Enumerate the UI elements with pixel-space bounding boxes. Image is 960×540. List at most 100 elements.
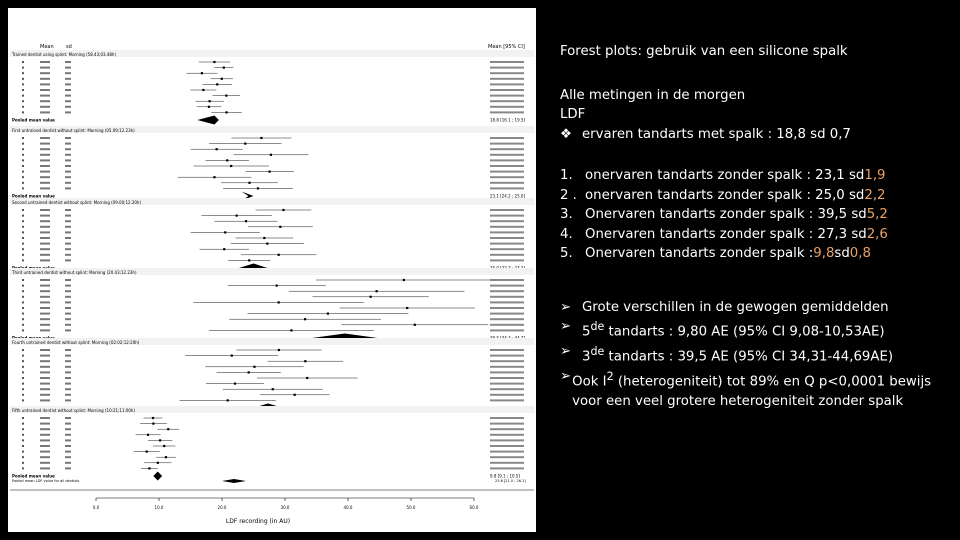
conclusion-text: Grote verschillen in de gewogen gemiddel… bbox=[582, 299, 889, 315]
conclusion-list: ➢ Grote verschillen in de gewogen gemidd… bbox=[560, 298, 955, 412]
study-ci-mark bbox=[490, 148, 524, 151]
study-point bbox=[253, 365, 256, 368]
x-tick-label: 0.0 bbox=[93, 505, 100, 510]
study-point bbox=[244, 220, 248, 223]
study-id-mark bbox=[22, 176, 24, 179]
study-mean-mark bbox=[40, 225, 50, 228]
study-id-mark bbox=[22, 253, 24, 256]
study-sd-mark bbox=[65, 142, 71, 145]
study-id-mark bbox=[22, 111, 24, 114]
study-id-mark bbox=[22, 439, 24, 442]
pooled-value: 18.8 [16.1 ; 19.5] bbox=[490, 118, 525, 123]
plot-group: Trained dentist using splint: Morning (5… bbox=[10, 50, 534, 125]
conclusion-item: ➢ Grote verschillen in de gewogen gemidd… bbox=[560, 298, 955, 318]
item-sd: 0,8 bbox=[849, 246, 871, 261]
study-point bbox=[216, 83, 219, 86]
group-header-band bbox=[10, 268, 534, 275]
study-ci-mark bbox=[490, 225, 524, 228]
study-mean-mark bbox=[40, 220, 50, 223]
study-ci-mark bbox=[490, 354, 524, 357]
study-mean-mark bbox=[40, 377, 50, 379]
study-point bbox=[156, 461, 159, 464]
study-point bbox=[213, 176, 216, 179]
item-text: onervaren tandarts zonder spalk : 23,1 s… bbox=[585, 168, 865, 183]
study-mean-mark bbox=[40, 242, 50, 245]
study-id-mark bbox=[22, 61, 24, 63]
study-mean-mark bbox=[40, 279, 50, 281]
study-mean-mark bbox=[40, 170, 50, 173]
study-point bbox=[282, 208, 285, 212]
x-tick-label: 20.0 bbox=[218, 505, 227, 510]
untrained-item: 5. Onervaren tandarts zonder spalk : 9,8… bbox=[560, 244, 955, 264]
conclusion-sup: 2 bbox=[606, 369, 614, 383]
study-sd-mark bbox=[65, 248, 71, 251]
header-sd: sd bbox=[66, 44, 72, 50]
study-ci-mark bbox=[490, 242, 524, 245]
study-ci-mark bbox=[490, 461, 524, 464]
item-number: 2 . bbox=[560, 187, 577, 203]
study-point bbox=[223, 248, 226, 251]
study-sd-mark bbox=[65, 461, 71, 464]
study-point bbox=[277, 301, 280, 304]
conclusion-item: ➢ 5de tandarts : 9,80 AE (95% CI 9,08-10… bbox=[560, 317, 955, 342]
study-point bbox=[277, 348, 281, 352]
study-id-mark bbox=[22, 422, 24, 425]
study-id-mark bbox=[22, 290, 24, 293]
study-mean-mark bbox=[40, 428, 50, 431]
study-mean-mark bbox=[40, 417, 50, 419]
pooled-diamond bbox=[153, 471, 163, 481]
study-sd-mark bbox=[65, 450, 71, 453]
item-sd: 2,2 bbox=[864, 187, 886, 203]
study-id-mark bbox=[22, 399, 24, 402]
study-sd-mark bbox=[65, 242, 71, 245]
study-ci-mark bbox=[490, 295, 524, 298]
study-sd-mark bbox=[65, 354, 71, 357]
study-sd-mark bbox=[65, 307, 71, 309]
study-point bbox=[202, 88, 205, 92]
study-id-mark bbox=[22, 349, 24, 351]
measure-line-1: Alle metingen in de morgen bbox=[560, 87, 746, 103]
study-point bbox=[256, 187, 260, 190]
x-tick-label: 10.0 bbox=[155, 505, 164, 510]
study-point bbox=[159, 439, 162, 442]
study-ci-mark bbox=[490, 329, 524, 332]
study-mean-mark bbox=[40, 237, 50, 239]
study-mean-mark bbox=[40, 137, 50, 139]
slide-title: Forest plots: gebruik van een silicone s… bbox=[560, 44, 848, 59]
pooled-diamond bbox=[197, 115, 219, 125]
study-point bbox=[304, 360, 307, 363]
arrow-bullet-icon: ➢ bbox=[560, 299, 572, 315]
study-ci-mark bbox=[490, 467, 524, 470]
study-ci-mark bbox=[490, 176, 524, 179]
conclusion-pre: 3 bbox=[582, 349, 591, 365]
study-ci-mark bbox=[490, 422, 524, 425]
plot-group: First untrained dentist without splint: … bbox=[10, 126, 534, 201]
study-mean-mark bbox=[40, 365, 50, 368]
study-id-mark bbox=[22, 307, 24, 309]
study-sd-mark bbox=[65, 83, 71, 86]
study-ci-mark bbox=[490, 371, 524, 374]
study-sd-mark bbox=[65, 176, 71, 179]
study-ci-mark bbox=[490, 253, 524, 256]
study-id-mark bbox=[22, 248, 24, 251]
study-ci-mark bbox=[490, 89, 524, 91]
study-id-mark bbox=[22, 428, 24, 431]
study-id-mark bbox=[22, 220, 24, 223]
study-mean-mark bbox=[40, 66, 50, 69]
study-point bbox=[271, 388, 274, 391]
study-id-mark bbox=[22, 284, 24, 287]
study-sd-mark bbox=[65, 77, 71, 80]
study-sd-mark bbox=[65, 61, 71, 63]
study-ci-mark bbox=[490, 456, 524, 459]
study-mean-mark bbox=[40, 231, 50, 234]
study-point bbox=[375, 290, 378, 293]
study-mean-mark bbox=[40, 61, 50, 63]
study-sd-mark bbox=[65, 148, 71, 151]
trained-item: ❖ ervaren tandarts met spalk : 18,8 sd 0… bbox=[560, 125, 955, 145]
item-text: Onervaren tandarts zonder spalk : 39,5 s… bbox=[585, 207, 867, 222]
study-ci-mark bbox=[490, 214, 524, 217]
study-sd-mark bbox=[65, 445, 71, 447]
study-point bbox=[220, 77, 223, 80]
study-ci-mark bbox=[490, 365, 524, 368]
study-mean-mark bbox=[40, 209, 50, 211]
